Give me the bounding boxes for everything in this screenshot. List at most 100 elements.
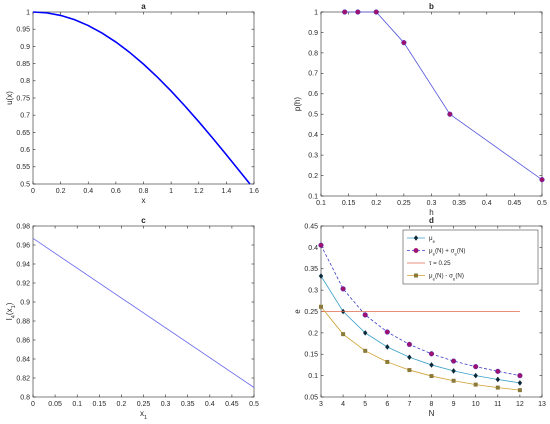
data-point: [517, 388, 522, 393]
chart-title: a: [141, 2, 146, 11]
x-tick-label: 12: [516, 401, 524, 408]
data-point: [451, 378, 456, 383]
legend-entry-label: μe(N) - σe(N): [429, 273, 464, 282]
x-axis-label-sub: 1: [144, 415, 147, 421]
y-tick-label: 0.25: [304, 309, 318, 316]
x-tick-label: 1.6: [249, 188, 259, 195]
data-point: [341, 332, 346, 337]
x-tick-label: 0.1: [72, 401, 82, 408]
data-point: [495, 385, 500, 390]
legend-entry-sub: e: [433, 251, 436, 256]
y-tick-label: 0.1: [308, 193, 318, 200]
y-axis-label-sub: 4: [11, 315, 17, 318]
y-axis-label-main: e: [293, 309, 302, 314]
data-point: [355, 9, 361, 15]
data-point: [363, 348, 368, 353]
y-tick-label: 0.35: [304, 266, 318, 273]
x-tick-label: 0.45: [225, 401, 239, 408]
y-tick-label: 0.2: [308, 173, 318, 180]
series-line-a-0: [32, 11, 251, 185]
y-axis-label: u(x): [5, 91, 14, 105]
data-point: [385, 359, 390, 364]
chart-a: 0 0.2 0.4 0.6 0.8 1 1.2 1.4 1.6 0.5 0.55 0.6 0.65 0.7…: [5, 2, 259, 205]
y-tick-label: 0.84: [16, 356, 30, 363]
data-point: [362, 312, 368, 318]
y-tick-label: 0.8: [20, 78, 30, 85]
x-axis-label: N: [429, 409, 435, 418]
y-tick-label: 0.3: [308, 288, 318, 295]
chart-c: 0 0.05 0.1 0.15 0.2 0.25 0.3 0.35 0.4 0.45 0.5 0.8 0…: [5, 216, 259, 421]
y-axis-label: p(h): [293, 97, 302, 112]
y-tick-label: 0.9: [20, 299, 30, 306]
y-axis-label-main: p(h): [293, 97, 302, 112]
x-tick-label: 0.25: [397, 200, 411, 207]
y-tick-label: 0.6: [308, 91, 318, 98]
x-tick-label: 0.6: [111, 188, 121, 195]
x-tick-label: 0.2: [56, 188, 66, 195]
y-tick-label: 0.7: [20, 113, 30, 120]
x-axis-label: x1: [140, 409, 147, 421]
data-point: [319, 304, 323, 309]
legend-entry-rest: (N) - σ: [435, 273, 453, 280]
y-tick-label: 0.6: [20, 147, 30, 154]
data-point: [318, 273, 324, 279]
y-tick-label: 0.98: [16, 223, 30, 230]
y-axis-label: e: [293, 309, 302, 314]
y-axis-label-suffix: (x: [5, 308, 14, 315]
axes-frame-c: [32, 225, 255, 398]
x-tick-label: 0.25: [137, 401, 151, 408]
series-line-d-1: [320, 245, 520, 377]
data-point: [318, 242, 324, 248]
y-tick-label: 0.88: [16, 318, 30, 325]
data-point: [373, 9, 379, 15]
chart-title: d: [429, 216, 434, 225]
x-tick-label: 0.45: [508, 200, 522, 207]
y-tick-label: 0.96: [16, 242, 30, 249]
x-tick-label: 0.3: [427, 200, 437, 207]
y-tick-label: 0.5: [308, 112, 318, 119]
data-point: [340, 286, 346, 292]
y-tick-label: 0.2: [308, 330, 318, 337]
y-tick-label: 0.7: [308, 71, 318, 78]
legend-entry-sub: e: [433, 276, 436, 281]
data-point: [451, 368, 456, 374]
series-line-b-0: [344, 11, 543, 180]
legend-entry-base: μ: [429, 273, 433, 280]
y-tick-label: 0.92: [16, 280, 30, 287]
data-point: [363, 330, 368, 336]
x-tick-label: 6: [385, 401, 389, 408]
data-point: [385, 344, 390, 350]
data-point: [495, 368, 501, 374]
x-tick-label: 0.4: [83, 188, 93, 195]
y-axis-label-main: u(x): [5, 91, 14, 105]
y-tick-label: 0.82: [16, 375, 30, 382]
legend-entry-rest: (N) + σ: [435, 248, 455, 255]
x-tick-label: 11: [494, 401, 501, 408]
y-tick-label: 0.5: [20, 181, 30, 188]
x-tick-label: 7: [407, 401, 411, 408]
x-tick-label: 3: [319, 401, 323, 408]
axes-frame-a: [32, 11, 255, 185]
y-tick-label: 0.4: [308, 245, 318, 252]
y-tick-label: 0.65: [16, 130, 30, 137]
x-axis-label-main: h: [429, 208, 433, 217]
data-point: [517, 380, 523, 386]
x-axis-label-main: N: [429, 409, 435, 418]
y-tick-label: 0.86: [16, 337, 30, 344]
x-tick-label: 1.4: [222, 188, 232, 195]
legend-swatch-marker: [413, 248, 419, 253]
x-tick-label: 1: [169, 188, 173, 195]
y-axis-label-main: I: [5, 318, 14, 320]
y-tick-label: 0.95: [16, 27, 30, 34]
legend-entry-sub2: e: [454, 251, 457, 256]
data-point: [473, 382, 478, 387]
y-tick-label: 0.85: [16, 61, 30, 68]
chart-title: c: [141, 216, 146, 225]
chart-d: 3 4 5 6 7 8 9 10 11 12 13 0.05 0.1 0.15 0.2 0.25 0.3 0.35…: [293, 216, 546, 418]
x-tick-label: 5: [363, 401, 367, 408]
data-point: [473, 364, 479, 370]
x-tick-label: 0.5: [537, 200, 547, 207]
x-tick-label: 0.35: [452, 200, 466, 207]
x-tick-label: 0.4: [482, 200, 492, 207]
